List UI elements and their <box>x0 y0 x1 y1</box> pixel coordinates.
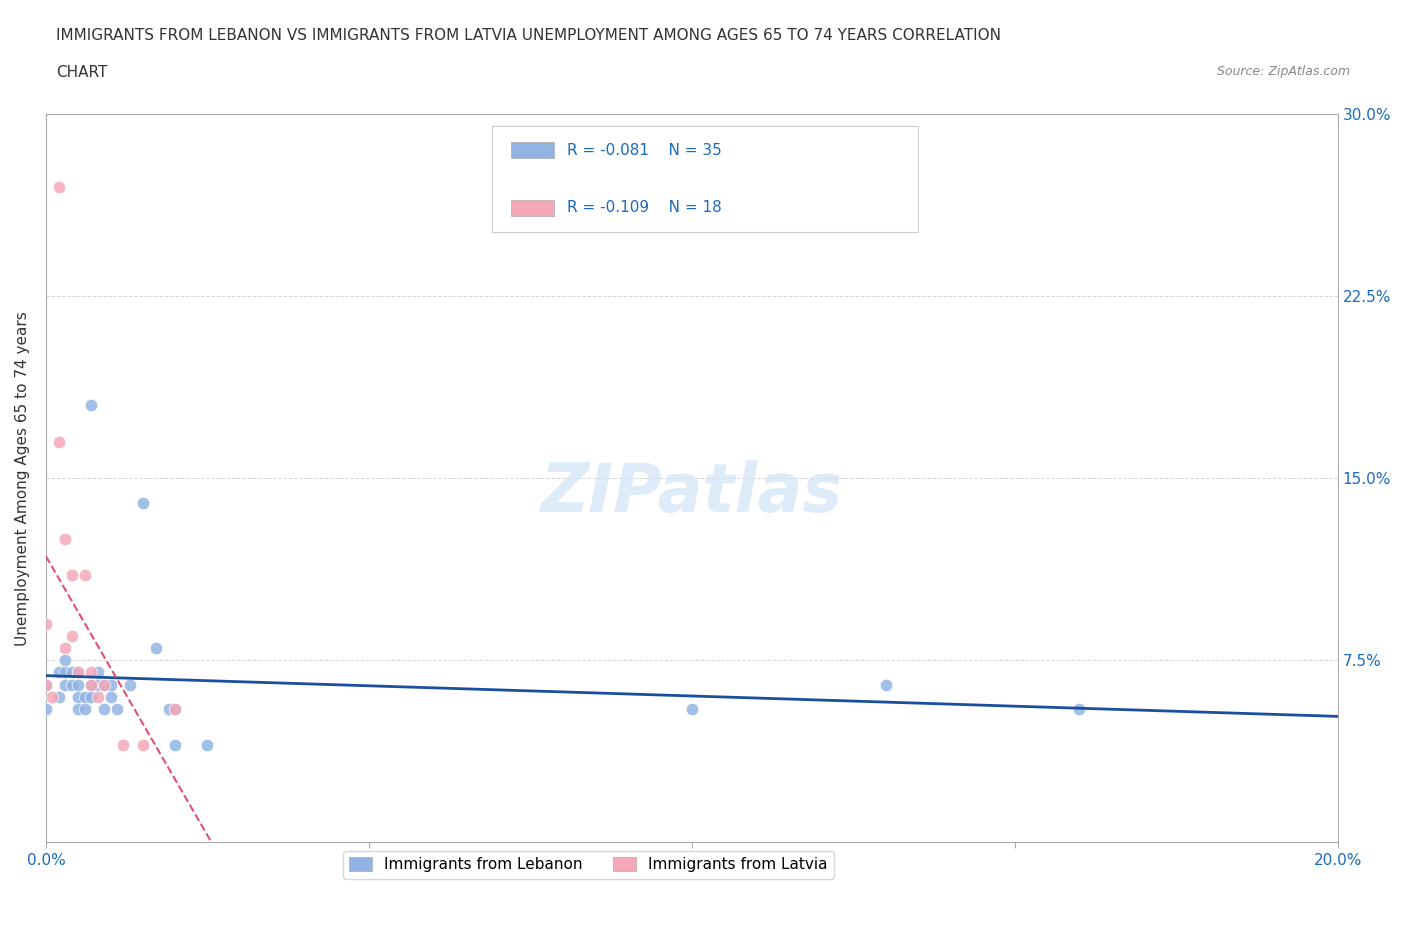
Immigrants from Lebanon <box>100 677 122 692</box>
Immigrants from Latvia <box>86 689 108 704</box>
Immigrants from Lebanon <box>93 677 115 692</box>
Immigrants from Lebanon <box>157 701 180 716</box>
Immigrants from Lebanon <box>67 677 90 692</box>
Immigrants from Lebanon <box>60 665 83 680</box>
Y-axis label: Unemployment Among Ages 65 to 74 years: Unemployment Among Ages 65 to 74 years <box>15 311 30 645</box>
Text: ZIPatlas: ZIPatlas <box>541 459 842 525</box>
Immigrants from Lebanon <box>145 641 167 656</box>
FancyBboxPatch shape <box>510 200 554 216</box>
Immigrants from Latvia <box>112 737 135 752</box>
Immigrants from Lebanon <box>67 701 90 716</box>
Immigrants from Lebanon <box>100 689 122 704</box>
Immigrants from Latvia <box>93 677 115 692</box>
FancyBboxPatch shape <box>492 126 918 232</box>
Immigrants from Lebanon <box>53 653 76 668</box>
Text: R = -0.109    N = 18: R = -0.109 N = 18 <box>567 201 721 216</box>
Immigrants from Latvia <box>35 677 58 692</box>
Immigrants from Lebanon <box>48 665 70 680</box>
FancyBboxPatch shape <box>510 142 554 158</box>
Immigrants from Latvia <box>35 617 58 631</box>
Immigrants from Latvia <box>53 641 76 656</box>
Immigrants from Latvia <box>60 568 83 583</box>
Immigrants from Latvia <box>80 665 103 680</box>
Immigrants from Lebanon <box>35 677 58 692</box>
Immigrants from Latvia <box>60 629 83 644</box>
Immigrants from Lebanon <box>53 665 76 680</box>
Immigrants from Latvia <box>48 434 70 449</box>
Immigrants from Lebanon <box>165 701 187 716</box>
Immigrants from Lebanon <box>1069 701 1091 716</box>
Immigrants from Lebanon <box>197 737 219 752</box>
Text: Source: ZipAtlas.com: Source: ZipAtlas.com <box>1216 65 1350 78</box>
Immigrants from Lebanon <box>67 665 90 680</box>
Immigrants from Lebanon <box>118 677 141 692</box>
Immigrants from Lebanon <box>86 665 108 680</box>
Immigrants from Lebanon <box>73 689 96 704</box>
Immigrants from Lebanon <box>48 689 70 704</box>
Immigrants from Lebanon <box>93 701 115 716</box>
Immigrants from Lebanon <box>60 677 83 692</box>
Immigrants from Latvia <box>41 689 63 704</box>
Immigrants from Lebanon <box>80 398 103 413</box>
Legend: Immigrants from Lebanon, Immigrants from Latvia: Immigrants from Lebanon, Immigrants from… <box>343 851 834 879</box>
Immigrants from Lebanon <box>105 701 128 716</box>
Immigrants from Latvia <box>132 737 155 752</box>
Immigrants from Latvia <box>67 665 90 680</box>
Immigrants from Lebanon <box>53 677 76 692</box>
Immigrants from Latvia <box>165 701 187 716</box>
Immigrants from Lebanon <box>80 689 103 704</box>
Immigrants from Lebanon <box>67 689 90 704</box>
Immigrants from Latvia <box>48 179 70 194</box>
Immigrants from Lebanon <box>73 701 96 716</box>
Immigrants from Lebanon <box>80 677 103 692</box>
Text: IMMIGRANTS FROM LEBANON VS IMMIGRANTS FROM LATVIA UNEMPLOYMENT AMONG AGES 65 TO : IMMIGRANTS FROM LEBANON VS IMMIGRANTS FR… <box>56 28 1001 43</box>
Text: CHART: CHART <box>56 65 108 80</box>
Immigrants from Lebanon <box>681 701 703 716</box>
Immigrants from Lebanon <box>132 495 155 510</box>
Immigrants from Lebanon <box>875 677 897 692</box>
Immigrants from Latvia <box>53 532 76 547</box>
Text: R = -0.081    N = 35: R = -0.081 N = 35 <box>567 143 721 158</box>
Immigrants from Latvia <box>80 677 103 692</box>
Immigrants from Latvia <box>73 568 96 583</box>
Immigrants from Lebanon <box>86 677 108 692</box>
Immigrants from Lebanon <box>165 737 187 752</box>
Immigrants from Lebanon <box>35 701 58 716</box>
